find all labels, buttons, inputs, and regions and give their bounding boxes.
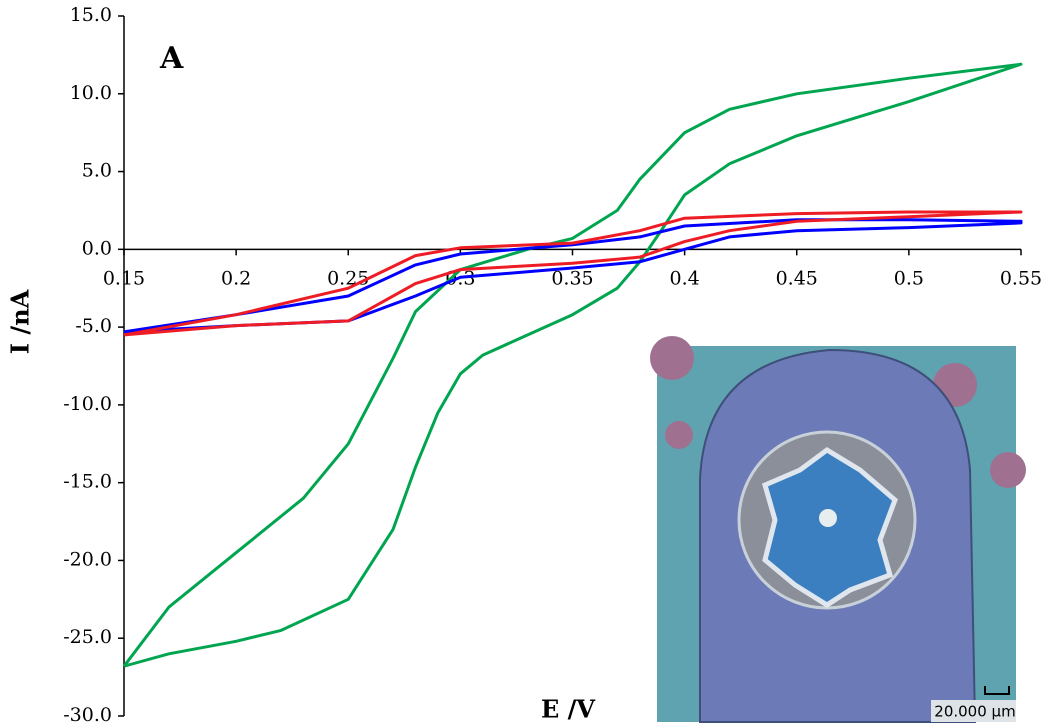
y-tick-label: -20.0 — [63, 548, 112, 570]
y-tick-label: -5.0 — [75, 315, 112, 337]
data-line — [123, 210, 1023, 337]
x-tick-label: 0.4 — [670, 267, 700, 289]
inset-micrograph: 20.000 μm — [650, 336, 1026, 723]
scale-bar-label: 20.000 μm — [934, 703, 1015, 721]
y-tick-label: -15.0 — [63, 471, 112, 493]
y-tick-label: -25.0 — [63, 626, 112, 648]
y-tick-label: -10.0 — [63, 393, 112, 415]
x-tick-label: 0.55 — [1000, 267, 1042, 289]
x-tick-label: 0.2 — [221, 267, 251, 289]
y-tick-label: -30.0 — [63, 704, 112, 726]
y-tick-label: 15.0 — [70, 4, 112, 26]
data-line — [122, 62, 1023, 668]
y-axis-title: I /nA — [6, 289, 35, 354]
data-line — [123, 218, 1023, 334]
x-axis-title: E /V — [541, 695, 595, 724]
x-tick-label: 0.45 — [776, 267, 818, 289]
x-tick-label: 0.15 — [103, 267, 145, 289]
x-tick-label: 0.5 — [894, 267, 924, 289]
x-tick-label: 0.35 — [551, 267, 593, 289]
x-tick-label: 0.25 — [327, 267, 369, 289]
y-tick-label: 5.0 — [82, 160, 112, 182]
y-tick-label: 0.0 — [82, 237, 112, 259]
y-tick-label: 10.0 — [70, 82, 112, 104]
panel-label: A — [159, 41, 184, 76]
